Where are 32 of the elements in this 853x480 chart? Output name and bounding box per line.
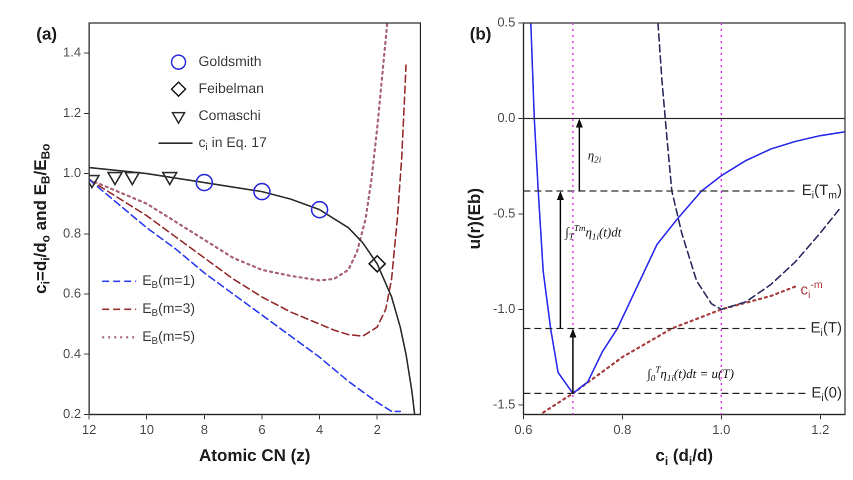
- y-tick-label: 0.6: [62, 286, 82, 301]
- x-tick-label: 0.6: [514, 422, 532, 437]
- x-tick-label: 4: [316, 422, 324, 437]
- y-tick-label: -1.5: [492, 396, 516, 412]
- x-tick-label: 1.0: [712, 422, 730, 437]
- x-tick-label: 6: [258, 422, 266, 437]
- y-tick-label: 0.5: [497, 14, 516, 30]
- x-tick-label: 2: [374, 422, 381, 437]
- legend-label: Goldsmith: [198, 53, 262, 69]
- y-tick-label: 0.4: [62, 346, 82, 361]
- x-tick-label: 0.8: [613, 422, 632, 437]
- x-tick-label: 12: [82, 422, 96, 437]
- y-tick-label: 0.8: [62, 225, 82, 240]
- y-tick-label: 1.0: [62, 165, 82, 180]
- chart-title: (a): [36, 24, 58, 44]
- legend-label: Comaschi: [198, 107, 261, 123]
- y-tick-label: 0.2: [62, 406, 82, 421]
- x-tick-label: 8: [200, 422, 208, 437]
- y-tick-label: 1.2: [62, 104, 82, 120]
- x-tick-label: 1.2: [811, 422, 830, 437]
- y-tick-label: -1.0: [492, 300, 516, 316]
- chart-title: (b): [470, 24, 492, 44]
- line-series: [657, 23, 841, 310]
- legend-label: Feibelman: [198, 80, 264, 96]
- text: ci=di/do and EB/EBo: [30, 144, 52, 294]
- y-tick-label: 0.0: [497, 110, 516, 126]
- line-series: [542, 285, 797, 414]
- x-axis-title: Atomic CN (z): [199, 446, 310, 466]
- x-tick-label: 10: [139, 422, 154, 437]
- y-axis-title: u(r)(Eb): [465, 188, 484, 250]
- y-tick-label: 1.4: [62, 44, 82, 60]
- y-tick-label: -0.5: [492, 206, 516, 221]
